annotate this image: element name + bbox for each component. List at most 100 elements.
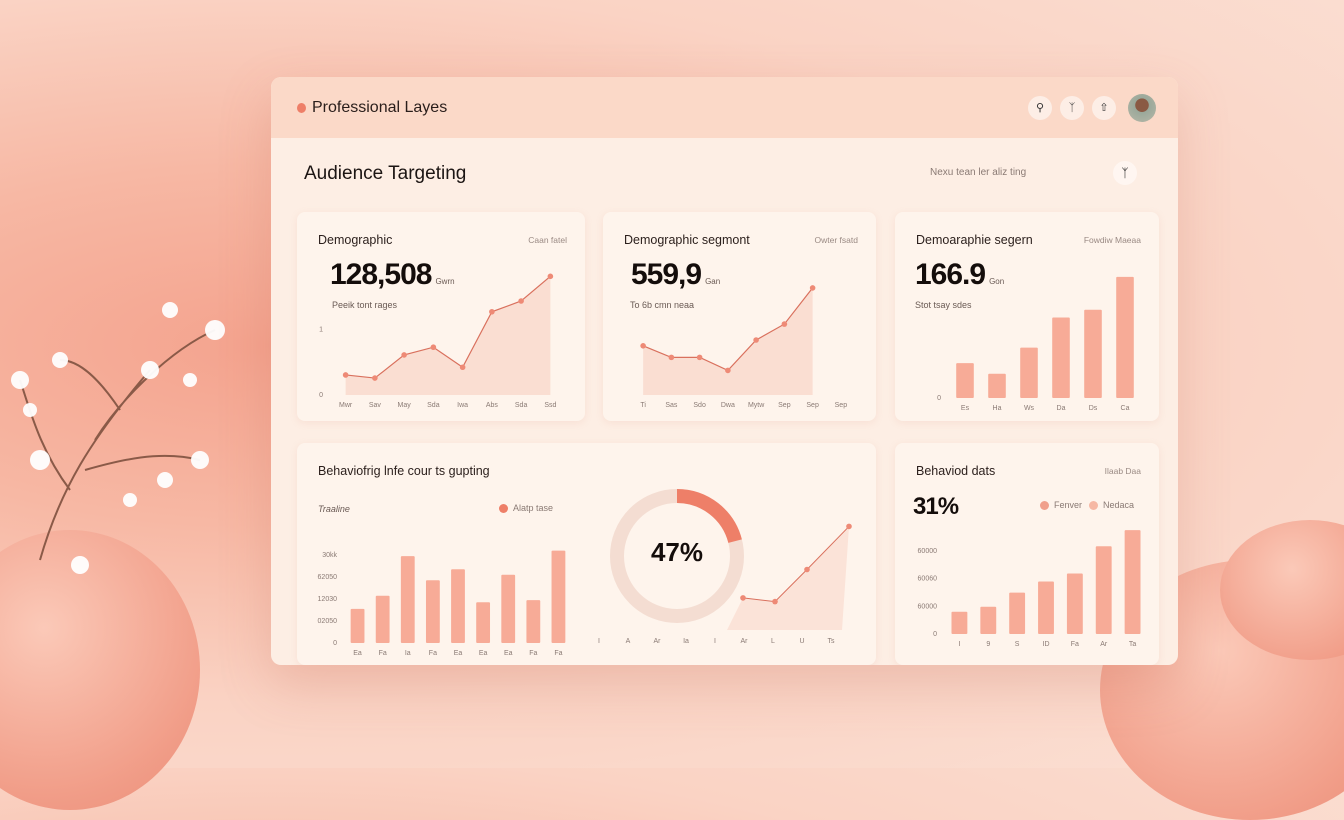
x-tick-label: May (398, 402, 412, 409)
bar (988, 373, 1006, 398)
x-tick-label: Ta (1129, 641, 1137, 648)
x-tick-label: Ts (828, 638, 836, 645)
card-behavior: Behaviofrig lnfe cour ts gupting Traalin… (297, 443, 876, 665)
metric-caption: To 6b cmn neaa (630, 300, 695, 310)
data-point (781, 321, 788, 327)
bar (1020, 347, 1038, 398)
data-point (804, 566, 810, 573)
legend-item: Nedaca (1089, 500, 1134, 510)
legend-label: Nedaca (1103, 500, 1135, 510)
bar (1038, 581, 1054, 634)
y-tick-label: 30kk (322, 552, 337, 559)
card-filter[interactable]: Caan fatel (528, 235, 567, 245)
metric-value: 128,508 Gwrn (330, 258, 455, 291)
data-point (430, 344, 437, 351)
share-icon[interactable]: ᛉ (1060, 95, 1084, 120)
legend: Alatp tase (499, 503, 553, 513)
data-point (489, 308, 495, 315)
x-tick-label: Ws (1024, 405, 1035, 412)
card-title: Behaviofrig lnfe cour ts gupting (318, 464, 490, 478)
data-point (518, 298, 524, 304)
x-tick-label: Ea (454, 650, 463, 657)
area-fill (643, 287, 813, 395)
x-tick-label: Ea (353, 650, 362, 657)
card-demographic: Demographic Caan fatel 128,508 Gwrn Peeik… (297, 212, 585, 421)
x-tick-label: Sdo (693, 402, 706, 409)
bar-chart: Es Ha Ws Da Ds Ca 0 (937, 276, 1134, 412)
export-icon[interactable]: ⇧ (1092, 95, 1116, 120)
data-point (753, 337, 759, 343)
y-tick-label: 60000 (918, 548, 938, 555)
card-filter[interactable]: Fowdiw Maeaa (1083, 235, 1141, 245)
x-tick-label: Ar (741, 638, 749, 645)
x-tick-label: Ha (993, 405, 1002, 412)
x-tick-label: Sav (369, 402, 382, 409)
donut-arc (676, 489, 742, 544)
x-tick-label: Ea (479, 650, 488, 657)
card-demographic-bars: Demoaraphie segern Fowdiw Maeaa 166.9 Gon… (895, 212, 1159, 421)
bar (1124, 530, 1141, 634)
bar-chart: Ea Fa Ia Fa Ea Ea Ea Fa Fa 0 02050 12030 62050 30kk (318, 550, 566, 657)
metric-value: 559,9 Gan (631, 258, 721, 291)
legend-swatch (1089, 500, 1098, 510)
x-tick-label: Ia (683, 638, 689, 645)
legend-item: Fenver (1040, 500, 1082, 510)
area-fill (345, 276, 551, 395)
bar (400, 556, 415, 643)
card-filter[interactable]: Ilaab Daa (1104, 466, 1141, 476)
y-tick-label: 60060 (918, 576, 938, 583)
x-tick-label: Ia (405, 650, 411, 657)
y-tick-label: 60000 (918, 603, 938, 610)
x-tick-label: L (771, 638, 775, 645)
card-filter[interactable]: Owter fsatd (814, 235, 858, 245)
metric-value: 166.9 Gon (915, 258, 1005, 291)
data-point (725, 367, 731, 374)
x-tick-label: Mytw (748, 402, 765, 409)
legend-label: Alatp tase (513, 503, 554, 513)
x-tick-label: Sda (427, 402, 440, 409)
bar (551, 550, 566, 643)
x-tick-label: Sep (778, 402, 791, 409)
y-tick-label: 0 (333, 640, 337, 647)
card-title: Demographic segmont (624, 233, 750, 247)
x-tick-label: Sep (835, 402, 848, 409)
avatar[interactable] (1128, 93, 1156, 122)
data-point (640, 343, 646, 349)
bar (451, 569, 465, 643)
data-point (342, 372, 349, 378)
x-tick-label: Sep (806, 402, 819, 409)
x-tick-label: Sas (665, 402, 678, 409)
data-point (772, 598, 778, 605)
series-line (742, 526, 850, 603)
bar (1116, 276, 1134, 398)
donut-chart: I A Ar Ia I Ar L U Ts (598, 489, 852, 645)
share-button[interactable]: ᛉ (1113, 161, 1137, 185)
dashboard-window: Professional Layes ⚲ ᛉ ⇧ Audience Target… (271, 77, 1178, 665)
data-point (372, 375, 378, 381)
bar (951, 611, 968, 634)
data-point (401, 352, 407, 358)
y-tick-label: 0 (937, 395, 941, 402)
x-tick-label: Dwa (721, 402, 735, 409)
card-title: Behaviod dats (916, 464, 996, 478)
bar (501, 574, 516, 643)
data-point (547, 273, 554, 280)
area-fill (727, 526, 849, 630)
bar (1095, 546, 1112, 634)
logo-icon (297, 102, 306, 113)
card-title: Demoaraphie segern (916, 233, 1033, 247)
bar (350, 608, 365, 643)
line-chart: Ti Sas Sdo Dwa Mytw Sep Sep Sep (640, 285, 848, 409)
y-tick-label: 1 (319, 327, 323, 334)
top-bar: Professional Layes ⚲ ᛉ ⇧ (271, 77, 1178, 138)
x-tick-label: A (626, 638, 631, 645)
y-tick-label: 0 (933, 631, 937, 638)
page-title: Audience Targeting (304, 163, 467, 184)
legend-swatch (1040, 500, 1049, 510)
data-point (668, 354, 675, 361)
bar-chart: I 9 S ID Fa Ar Ta 0 60000 60060 60000 (918, 530, 1141, 648)
data-point (459, 364, 466, 371)
x-tick-label: Iwa (457, 402, 468, 409)
bar (1066, 573, 1083, 634)
search-icon[interactable]: ⚲ (1028, 95, 1052, 120)
